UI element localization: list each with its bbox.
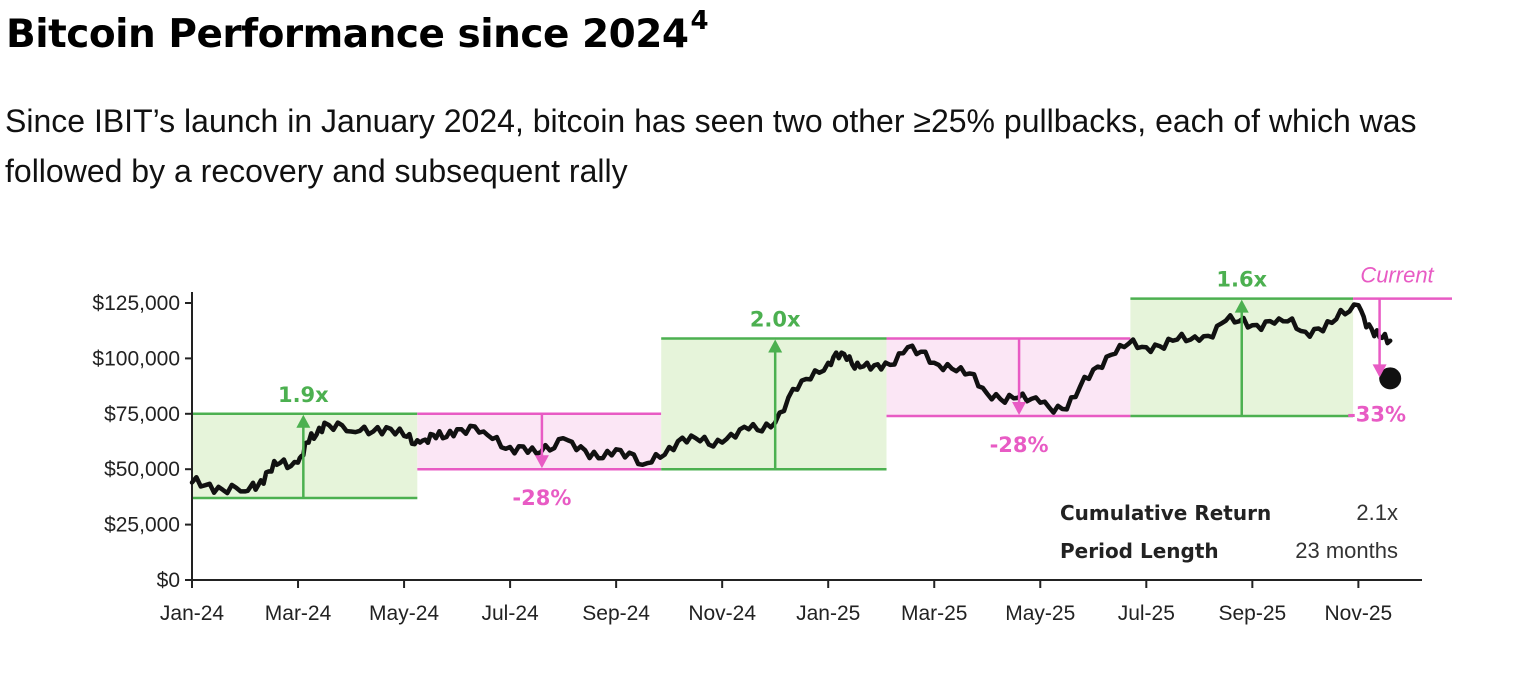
- x-tick-label: Jul-25: [1118, 602, 1175, 625]
- x-tick-label: Mar-24: [265, 602, 332, 625]
- chart-title: Bitcoin Performance since 20244: [6, 6, 709, 57]
- rally-label-4: 1.6x: [1216, 268, 1267, 292]
- stat-label: Period Length: [1060, 539, 1219, 563]
- stat-value: 2.1x: [1356, 500, 1398, 525]
- rally-label-2: 2.0x: [750, 307, 801, 331]
- x-tick-label: May-25: [1005, 602, 1075, 625]
- x-tick-label: Jan-25: [796, 602, 860, 625]
- title-footnote: 4: [690, 6, 709, 36]
- annotations: 1.9x -28% 2.0x -28% 1.6x -33% Current: [278, 263, 1435, 511]
- chart-subtitle: Since IBIT’s launch in January 2024, bit…: [5, 103, 1417, 189]
- rally-box-2: [661, 338, 887, 470]
- stats-box: Cumulative Return 2.1x Period Length 23 mon…: [1060, 500, 1398, 563]
- x-tick-label: Sep-24: [582, 602, 650, 625]
- pullback-arrowhead-5: [1372, 364, 1387, 378]
- x-tick-label: Sep-25: [1218, 602, 1286, 625]
- x-tick-label: May-24: [369, 602, 439, 625]
- axes: $0 $25,000 $50,000 $75,000 $100,000 $125,000 J…: [92, 292, 1422, 625]
- pullback-label-1: -28%: [512, 486, 571, 510]
- x-tick-label: Jul-24: [482, 602, 540, 625]
- y-tick-label: $25,000: [104, 514, 180, 537]
- y-tick-label: $125,000: [92, 292, 180, 315]
- current-tag: Current: [1360, 263, 1434, 288]
- rally-arrowhead-0: [296, 414, 311, 428]
- stat-label: Cumulative Return: [1060, 501, 1271, 525]
- y-tick-label: $50,000: [104, 458, 180, 481]
- y-tick-label: $100,000: [92, 347, 180, 370]
- rally-arrowhead-2: [768, 339, 783, 353]
- x-tick-label: Nov-24: [688, 602, 756, 625]
- pullback-arrowhead-3: [1012, 402, 1027, 416]
- x-tick-label: Nov-25: [1325, 602, 1393, 625]
- pullback-arrowhead-1: [534, 455, 549, 469]
- current-price-dot: [1379, 367, 1402, 390]
- rally-arrowhead-4: [1234, 299, 1249, 313]
- x-tick-label: Mar-25: [901, 602, 968, 625]
- rally-label-0: 1.9x: [278, 383, 329, 407]
- y-tick-label: $75,000: [104, 403, 180, 426]
- stat-value: 23 months: [1295, 538, 1398, 563]
- x-tick-label: Jan-24: [160, 602, 225, 625]
- pullback-label-3: -28%: [990, 433, 1049, 457]
- y-tick-label: $0: [157, 569, 180, 592]
- pullback-label-5: -33%: [1347, 402, 1406, 426]
